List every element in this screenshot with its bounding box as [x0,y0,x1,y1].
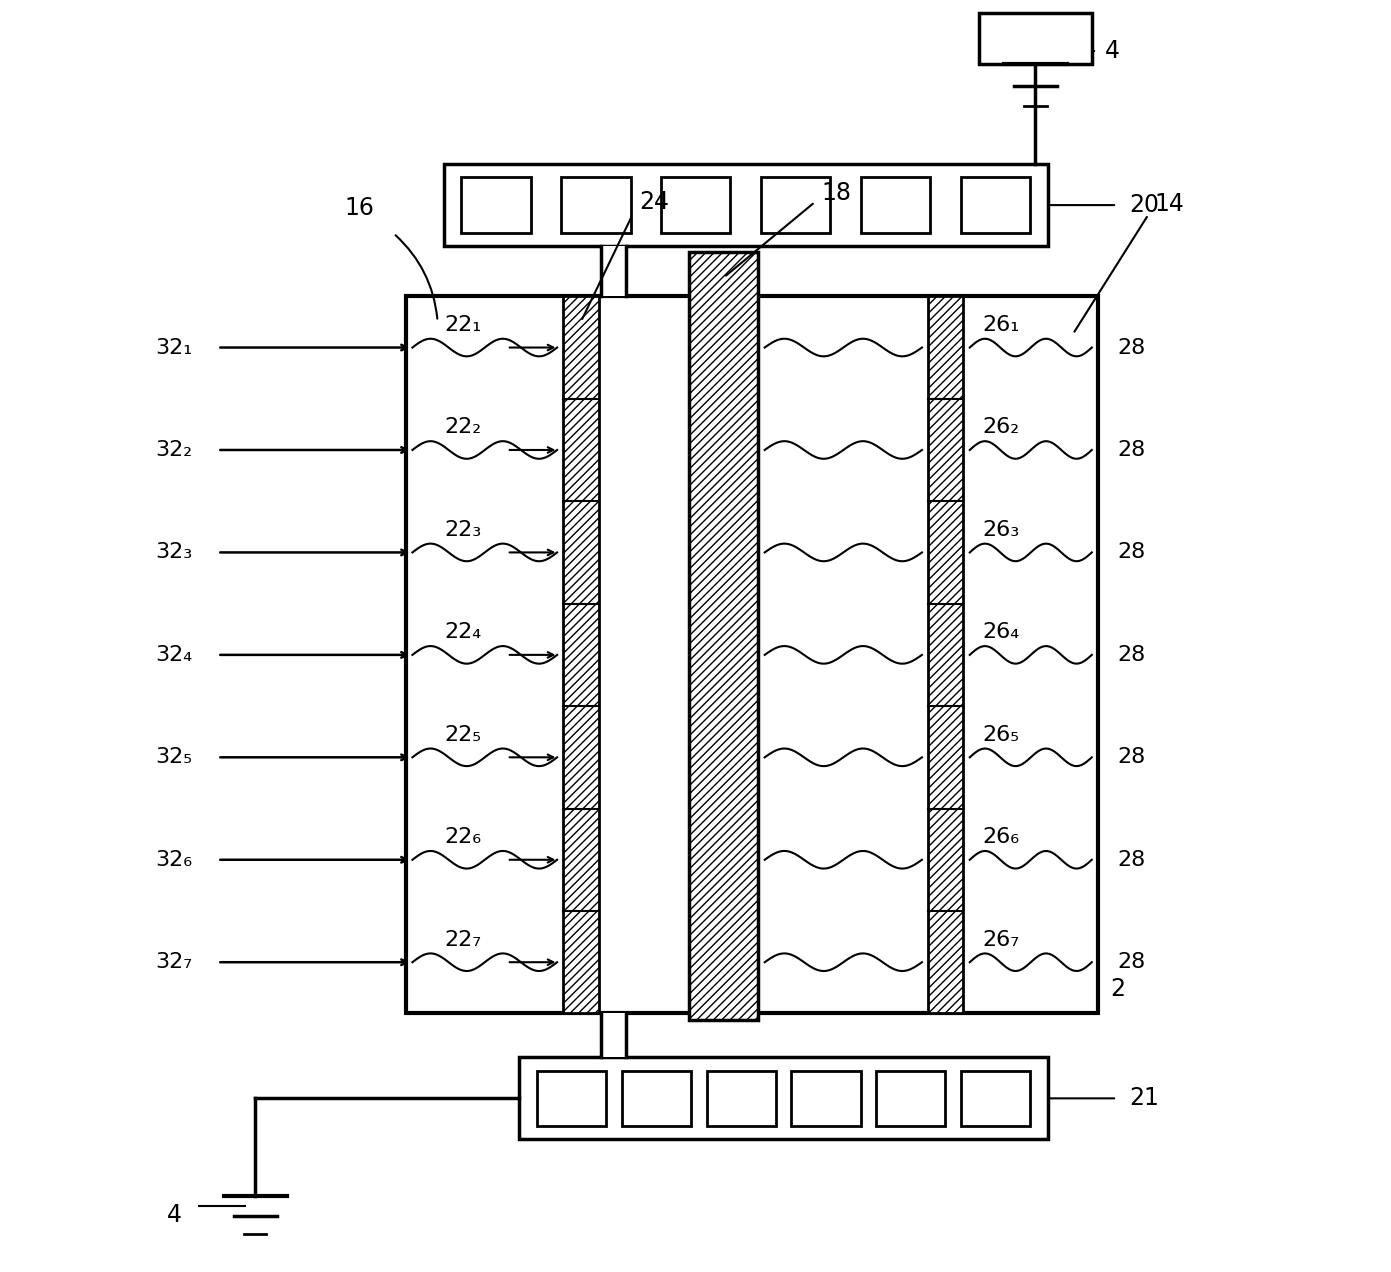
Text: 28: 28 [1117,748,1145,767]
Bar [928,296,964,1014]
Bar [928,809,964,911]
Text: 32₁: 32₁ [154,337,192,357]
Text: 2: 2 [1110,977,1125,1001]
Text: 28: 28 [1117,850,1145,870]
Bar [928,398,964,501]
Bar [689,252,758,1020]
Text: 32₂: 32₂ [156,440,192,460]
Text: 4: 4 [1104,39,1120,64]
Text: 14: 14 [1155,192,1185,216]
Bar [563,604,598,706]
Text: 32₆: 32₆ [156,850,192,870]
Bar [406,296,1097,1014]
Text: 22₄: 22₄ [444,622,481,642]
Text: 24: 24 [638,190,669,214]
Text: 26₇: 26₇ [982,930,1020,950]
Bar [928,296,964,398]
Text: 16: 16 [345,196,374,220]
Text: 18: 18 [821,181,851,205]
Bar [563,501,598,604]
Text: 26₄: 26₄ [982,622,1020,642]
Bar [928,706,964,809]
Bar [462,177,531,233]
Text: 32₃: 32₃ [154,542,192,562]
Text: 32₇: 32₇ [156,953,192,972]
Bar [601,1014,626,1057]
Bar [563,398,598,501]
Text: 22₂: 22₂ [444,417,481,438]
Text: 26₃: 26₃ [982,520,1020,539]
Bar [562,177,630,233]
Bar [928,501,964,604]
Text: 22₅: 22₅ [444,725,481,745]
Bar [563,809,598,911]
Text: 22₃: 22₃ [444,520,481,539]
Bar [601,245,626,296]
Text: 4: 4 [167,1203,182,1226]
Text: 22₆: 22₆ [444,827,481,847]
Text: 20: 20 [1129,193,1160,218]
Text: 22₇: 22₇ [444,930,481,950]
Bar [928,604,964,706]
Text: 26₆: 26₆ [982,827,1020,847]
Text: 28: 28 [1117,337,1145,357]
Text: 28: 28 [1117,645,1145,665]
Bar [876,1071,946,1126]
Bar [961,177,1031,233]
Text: 21: 21 [1129,1086,1160,1110]
Bar [622,1071,691,1126]
Bar [563,296,598,1014]
Bar [707,1071,776,1126]
Bar [761,177,830,233]
Text: 32₄: 32₄ [156,645,192,665]
Bar [563,296,598,398]
Bar [861,177,931,233]
Bar [444,164,1047,245]
Bar [961,1071,1031,1126]
Text: 28: 28 [1117,953,1145,972]
Text: 22₁: 22₁ [444,315,481,335]
Bar [519,1057,1047,1140]
Text: 28: 28 [1117,542,1145,562]
Text: 26₁: 26₁ [982,315,1020,335]
Text: 32₅: 32₅ [156,748,192,767]
Bar [537,1071,606,1126]
Bar [563,911,598,1014]
Bar [661,177,730,233]
Bar [791,1071,861,1126]
Bar [979,13,1092,64]
Text: 28: 28 [1117,440,1145,460]
Bar [928,911,964,1014]
Bar [563,706,598,809]
Text: 26₂: 26₂ [982,417,1020,438]
Text: 26₅: 26₅ [982,725,1020,745]
